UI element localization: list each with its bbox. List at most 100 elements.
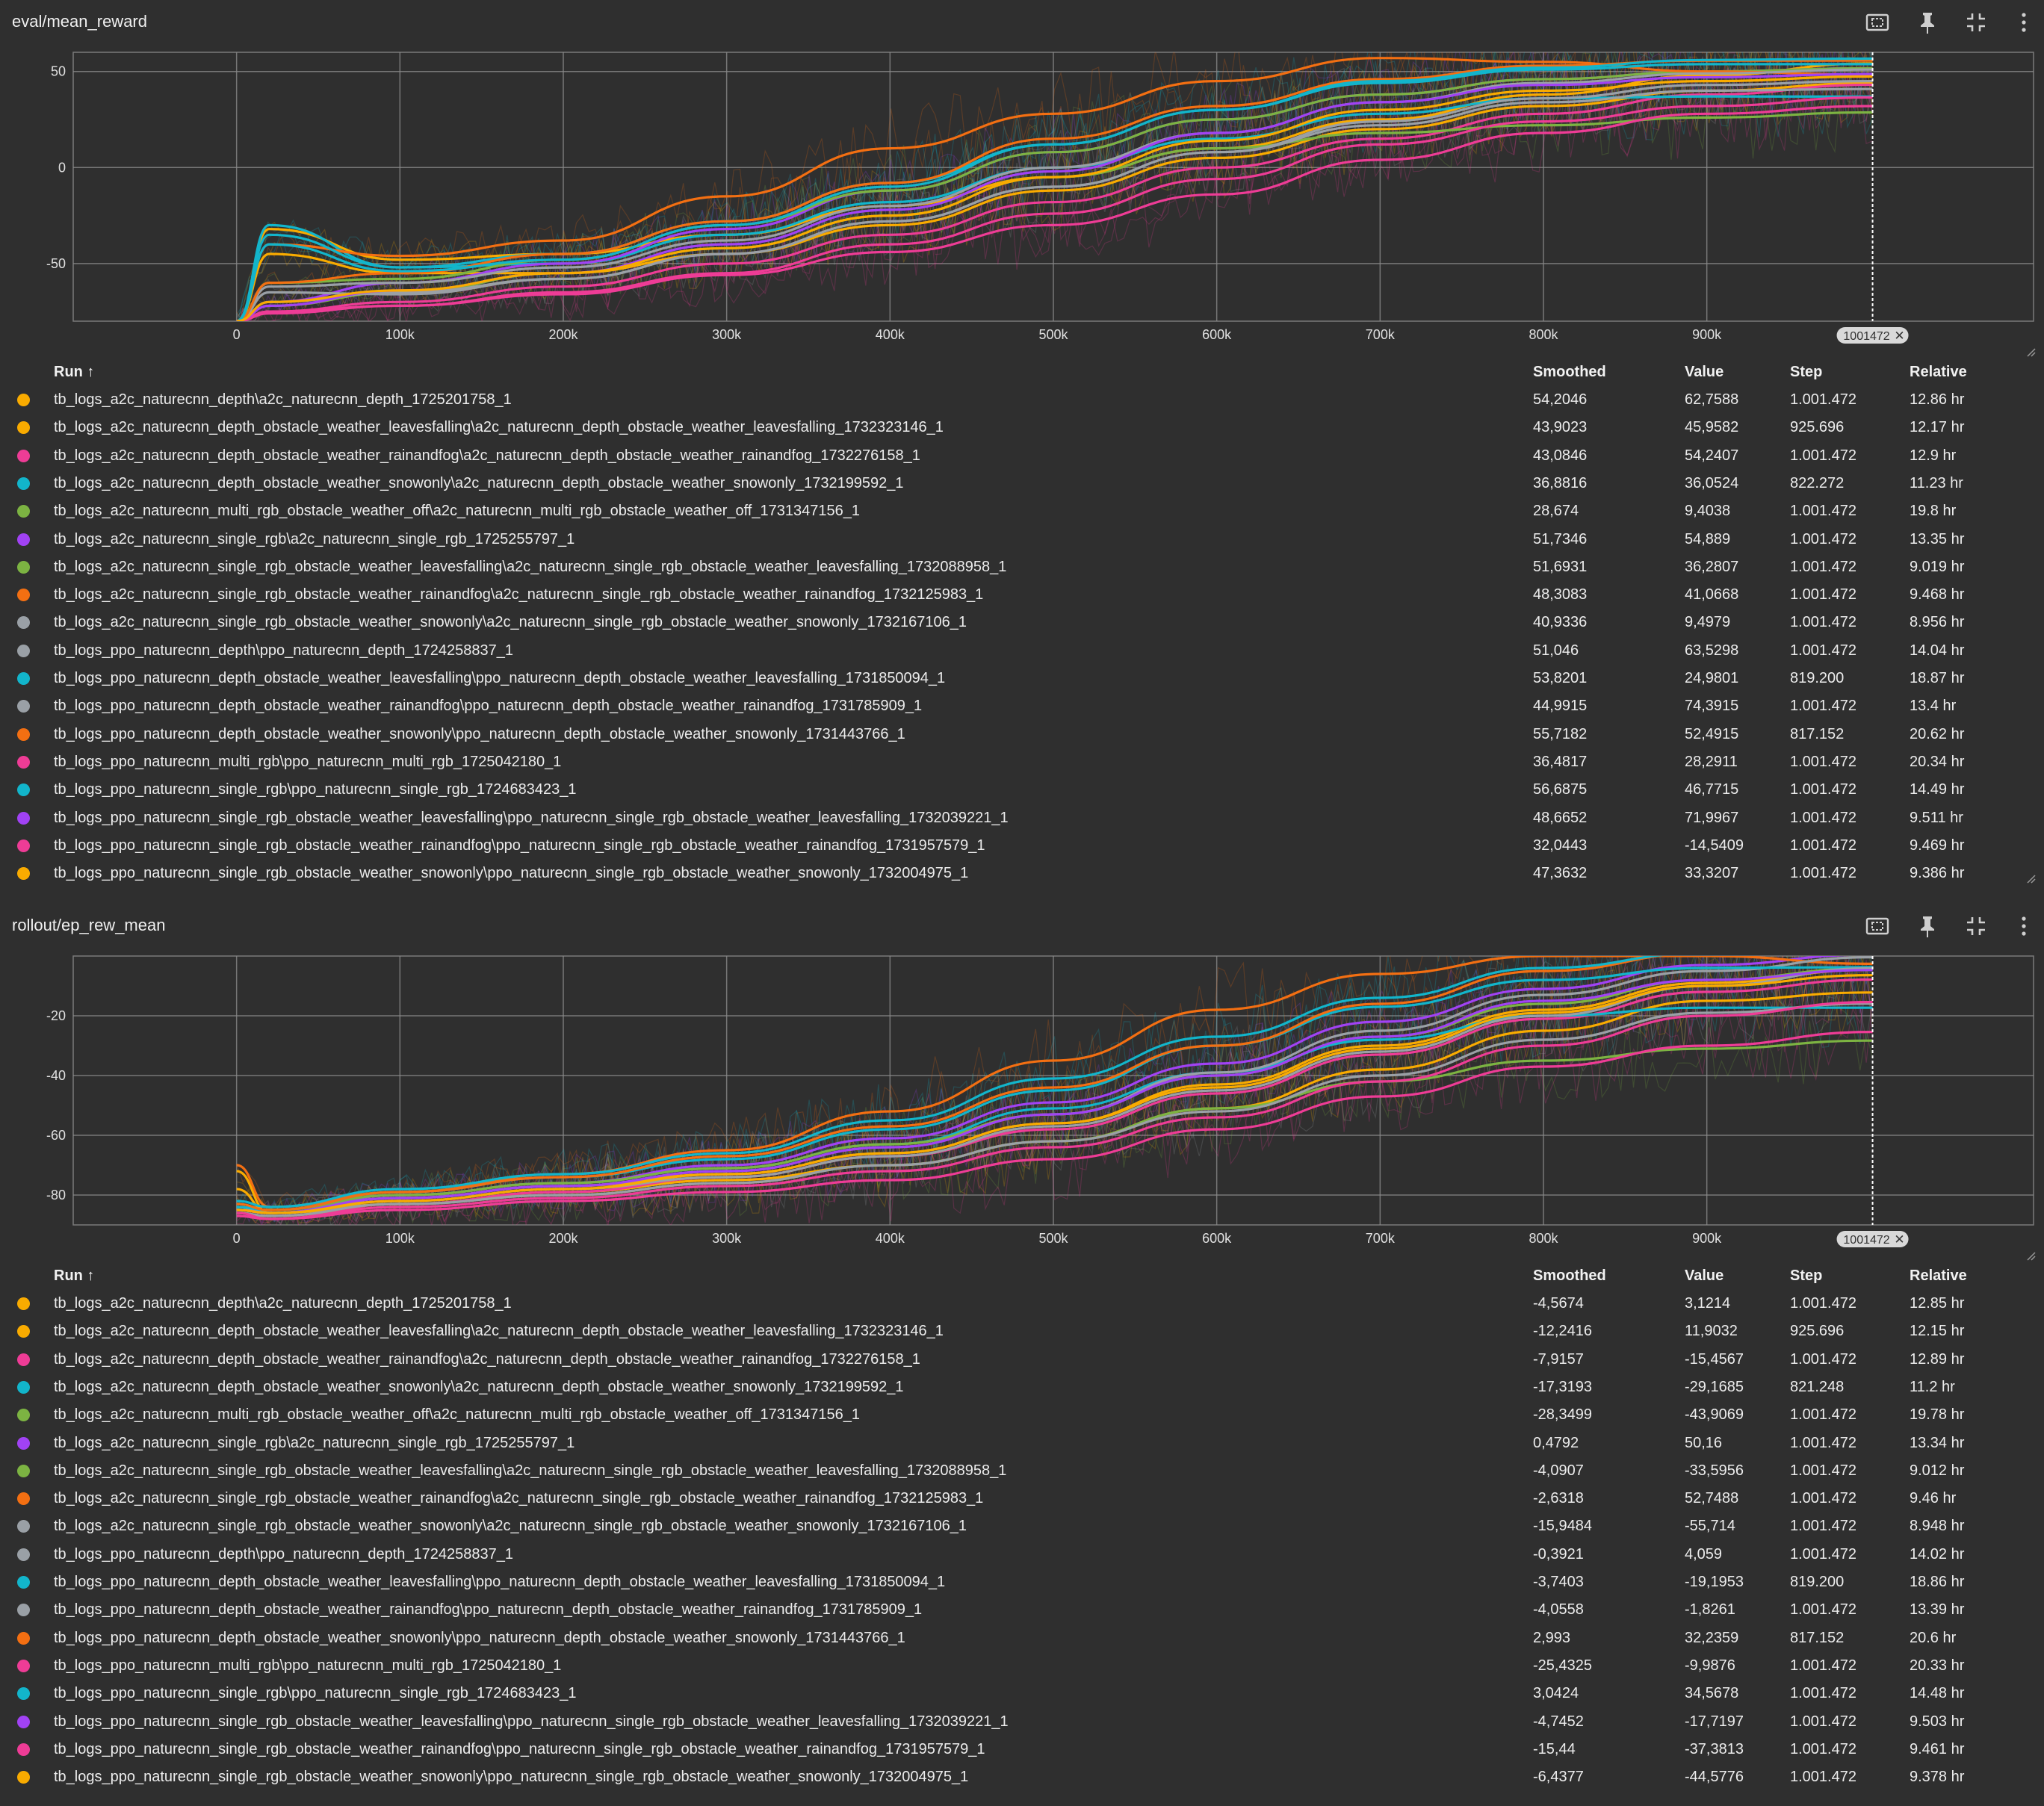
raw-value: -9,9876 [1685, 1657, 1735, 1674]
run-name: tb_logs_a2c_naturecnn_single_rgb\a2c_nat… [54, 530, 575, 547]
resize-handle-icon[interactable] [2026, 347, 2037, 358]
series-line [236, 83, 1873, 321]
table-row[interactable]: tb_logs_a2c_naturecnn_single_rgb_obstacl… [0, 609, 2044, 636]
col-header-run[interactable]: Run ↑ [54, 1267, 95, 1284]
table-row[interactable]: tb_logs_a2c_naturecnn_single_rgb_obstacl… [0, 1512, 2044, 1540]
fit-domain-button[interactable] [1864, 9, 1891, 36]
raw-value: 11,9032 [1685, 1323, 1738, 1340]
more-options-button[interactable] [2010, 913, 2037, 940]
table-row[interactable]: tb_logs_ppo_naturecnn_depth_obstacle_wea… [0, 721, 2044, 748]
run-name: tb_logs_ppo_naturecnn_single_rgb\ppo_nat… [54, 1685, 577, 1702]
table-row[interactable]: tb_logs_ppo_naturecnn_multi_rgb\ppo_natu… [0, 1652, 2044, 1680]
table-row[interactable]: tb_logs_a2c_naturecnn_depth_obstacle_wea… [0, 1374, 2044, 1401]
table-row[interactable]: tb_logs_a2c_naturecnn_depth\a2c_naturecn… [0, 1290, 2044, 1318]
step-value: 1.001.472 [1790, 586, 1856, 603]
table-row[interactable]: tb_logs_a2c_naturecnn_single_rgb_obstacl… [0, 1485, 2044, 1512]
close-icon[interactable]: ✕ [1894, 1232, 1904, 1247]
table-row[interactable]: tb_logs_a2c_naturecnn_depth_obstacle_wea… [0, 442, 2044, 470]
relative-time: 12.17 hr [1910, 419, 1965, 436]
table-row[interactable]: tb_logs_ppo_naturecnn_depth_obstacle_wea… [0, 665, 2044, 692]
table-row[interactable]: tb_logs_ppo_naturecnn_single_rgb\ppo_nat… [0, 1680, 2044, 1707]
table-row[interactable]: tb_logs_a2c_naturecnn_multi_rgb_obstacle… [0, 497, 2044, 525]
col-header-value[interactable]: Value [1685, 364, 1724, 380]
x-tick-label: 800k [1529, 327, 1558, 342]
run-color-dot [17, 1687, 30, 1701]
table-row[interactable]: tb_logs_a2c_naturecnn_depth_obstacle_wea… [0, 470, 2044, 497]
more-vert-icon [2022, 916, 2026, 936]
close-icon[interactable]: ✕ [1894, 329, 1904, 343]
step-badge[interactable]: 1001472 ✕ [1836, 327, 1909, 344]
relative-time: 8.948 hr [1910, 1518, 1965, 1535]
series-line [236, 956, 1664, 1208]
relative-time: 20.34 hr [1910, 753, 1965, 770]
table-row[interactable]: tb_logs_a2c_naturecnn_single_rgb_obstacl… [0, 1457, 2044, 1485]
step-value: 1.001.472 [1790, 642, 1856, 659]
pin-button[interactable] [1914, 9, 1941, 36]
col-header-smoothed[interactable]: Smoothed [1533, 364, 1606, 380]
x-tick-label: 700k [1366, 1231, 1396, 1246]
line-chart-rollout-ep-rew-mean[interactable]: 0 100k 200k 300k 400k 500k 600k 700k 800k 900k -20… [0, 950, 2044, 1256]
smoothed-value: 53,8201 [1533, 670, 1588, 686]
table-row[interactable]: tb_logs_ppo_naturecnn_depth_obstacle_wea… [0, 1568, 2044, 1596]
run-name: tb_logs_a2c_naturecnn_depth_obstacle_wea… [54, 474, 904, 491]
table-row[interactable]: tb_logs_ppo_naturecnn_single_rgb\ppo_nat… [0, 776, 2044, 804]
run-color-dot [17, 1325, 30, 1338]
collapse-button[interactable] [1963, 9, 1989, 36]
raw-value: 9,4038 [1685, 503, 1731, 520]
table-row[interactable]: tb_logs_a2c_naturecnn_depth_obstacle_wea… [0, 414, 2044, 441]
table-row[interactable]: tb_logs_ppo_naturecnn_depth_obstacle_wea… [0, 1596, 2044, 1624]
relative-time: 12.86 hr [1910, 391, 1965, 408]
table-row[interactable]: tb_logs_ppo_naturecnn_depth_obstacle_wea… [0, 692, 2044, 720]
col-header-step[interactable]: Step [1790, 1267, 1823, 1284]
table-row[interactable]: tb_logs_a2c_naturecnn_depth\a2c_naturecn… [0, 386, 2044, 414]
resize-handle-icon[interactable] [2026, 874, 2037, 884]
step-badge[interactable]: 1001472 ✕ [1836, 1231, 1909, 1247]
step-value: 1.001.472 [1790, 558, 1856, 575]
fit-domain-button[interactable] [1864, 913, 1891, 940]
table-row[interactable]: tb_logs_a2c_naturecnn_single_rgb_obstacl… [0, 581, 2044, 609]
table-row[interactable]: tb_logs_a2c_naturecnn_depth_obstacle_wea… [0, 1346, 2044, 1374]
table-row[interactable]: tb_logs_a2c_naturecnn_single_rgb_obstacl… [0, 553, 2044, 581]
step-value: 1.001.472 [1790, 1657, 1856, 1674]
col-header-step[interactable]: Step [1790, 364, 1823, 380]
table-row[interactable]: tb_logs_a2c_naturecnn_multi_rgb_obstacle… [0, 1401, 2044, 1429]
relative-time: 9.469 hr [1910, 837, 1965, 854]
table-row[interactable]: tb_logs_ppo_naturecnn_multi_rgb\ppo_natu… [0, 748, 2044, 776]
raw-value: 52,7488 [1685, 1490, 1739, 1507]
collapse-button[interactable] [1963, 913, 1989, 940]
resize-handle-icon[interactable] [2026, 1251, 2037, 1262]
table-row[interactable]: tb_logs_a2c_naturecnn_single_rgb\a2c_nat… [0, 526, 2044, 553]
more-options-button[interactable] [2010, 9, 2037, 36]
run-name: tb_logs_a2c_naturecnn_single_rgb_obstacl… [54, 1462, 1007, 1479]
table-row[interactable]: tb_logs_ppo_naturecnn_single_rgb_obstacl… [0, 832, 2044, 860]
raw-value: 63,5298 [1685, 642, 1739, 659]
smoothed-value: -28,3499 [1533, 1406, 1592, 1424]
col-header-smoothed[interactable]: Smoothed [1533, 1267, 1606, 1284]
raw-value: 28,2911 [1685, 753, 1738, 770]
smoothed-value: -2,6318 [1533, 1490, 1584, 1507]
step-value: 1.001.472 [1790, 1740, 1856, 1757]
col-header-relative[interactable]: Relative [1910, 364, 1967, 380]
table-row[interactable]: tb_logs_ppo_naturecnn_single_rgb_obstacl… [0, 1708, 2044, 1736]
run-color-dot [17, 1297, 30, 1310]
table-row[interactable]: tb_logs_a2c_naturecnn_single_rgb\a2c_nat… [0, 1430, 2044, 1457]
pin-button[interactable] [1914, 913, 1941, 940]
table-row[interactable]: tb_logs_a2c_naturecnn_depth_obstacle_wea… [0, 1318, 2044, 1345]
smoothed-value: 43,0846 [1533, 447, 1588, 464]
table-row[interactable]: tb_logs_ppo_naturecnn_single_rgb_obstacl… [0, 804, 2044, 832]
col-header-run[interactable]: Run ↑ [54, 364, 95, 380]
relative-time: 20.6 hr [1910, 1629, 1957, 1646]
table-row[interactable]: tb_logs_ppo_naturecnn_depth\ppo_naturecn… [0, 637, 2044, 665]
table-row[interactable]: tb_logs_ppo_naturecnn_single_rgb_obstacl… [0, 860, 2044, 887]
col-header-value[interactable]: Value [1685, 1267, 1724, 1284]
run-color-dot [17, 1715, 30, 1728]
table-row[interactable]: tb_logs_ppo_naturecnn_depth_obstacle_wea… [0, 1625, 2044, 1652]
col-header-relative[interactable]: Relative [1910, 1267, 1967, 1284]
table-row[interactable]: tb_logs_ppo_naturecnn_depth\ppo_naturecn… [0, 1541, 2044, 1568]
x-tick-label: 100k [385, 327, 415, 342]
line-chart-eval-mean-reward[interactable]: 0 100k 200k 300k 400k 500k 600k 700k 800k 900k -50… [0, 46, 2044, 353]
raw-value: -33,5956 [1685, 1462, 1744, 1479]
table-row[interactable]: tb_logs_ppo_naturecnn_single_rgb_obstacl… [0, 1763, 2044, 1791]
table-row[interactable]: tb_logs_ppo_naturecnn_single_rgb_obstacl… [0, 1736, 2044, 1763]
raw-value: -37,3813 [1685, 1740, 1744, 1757]
